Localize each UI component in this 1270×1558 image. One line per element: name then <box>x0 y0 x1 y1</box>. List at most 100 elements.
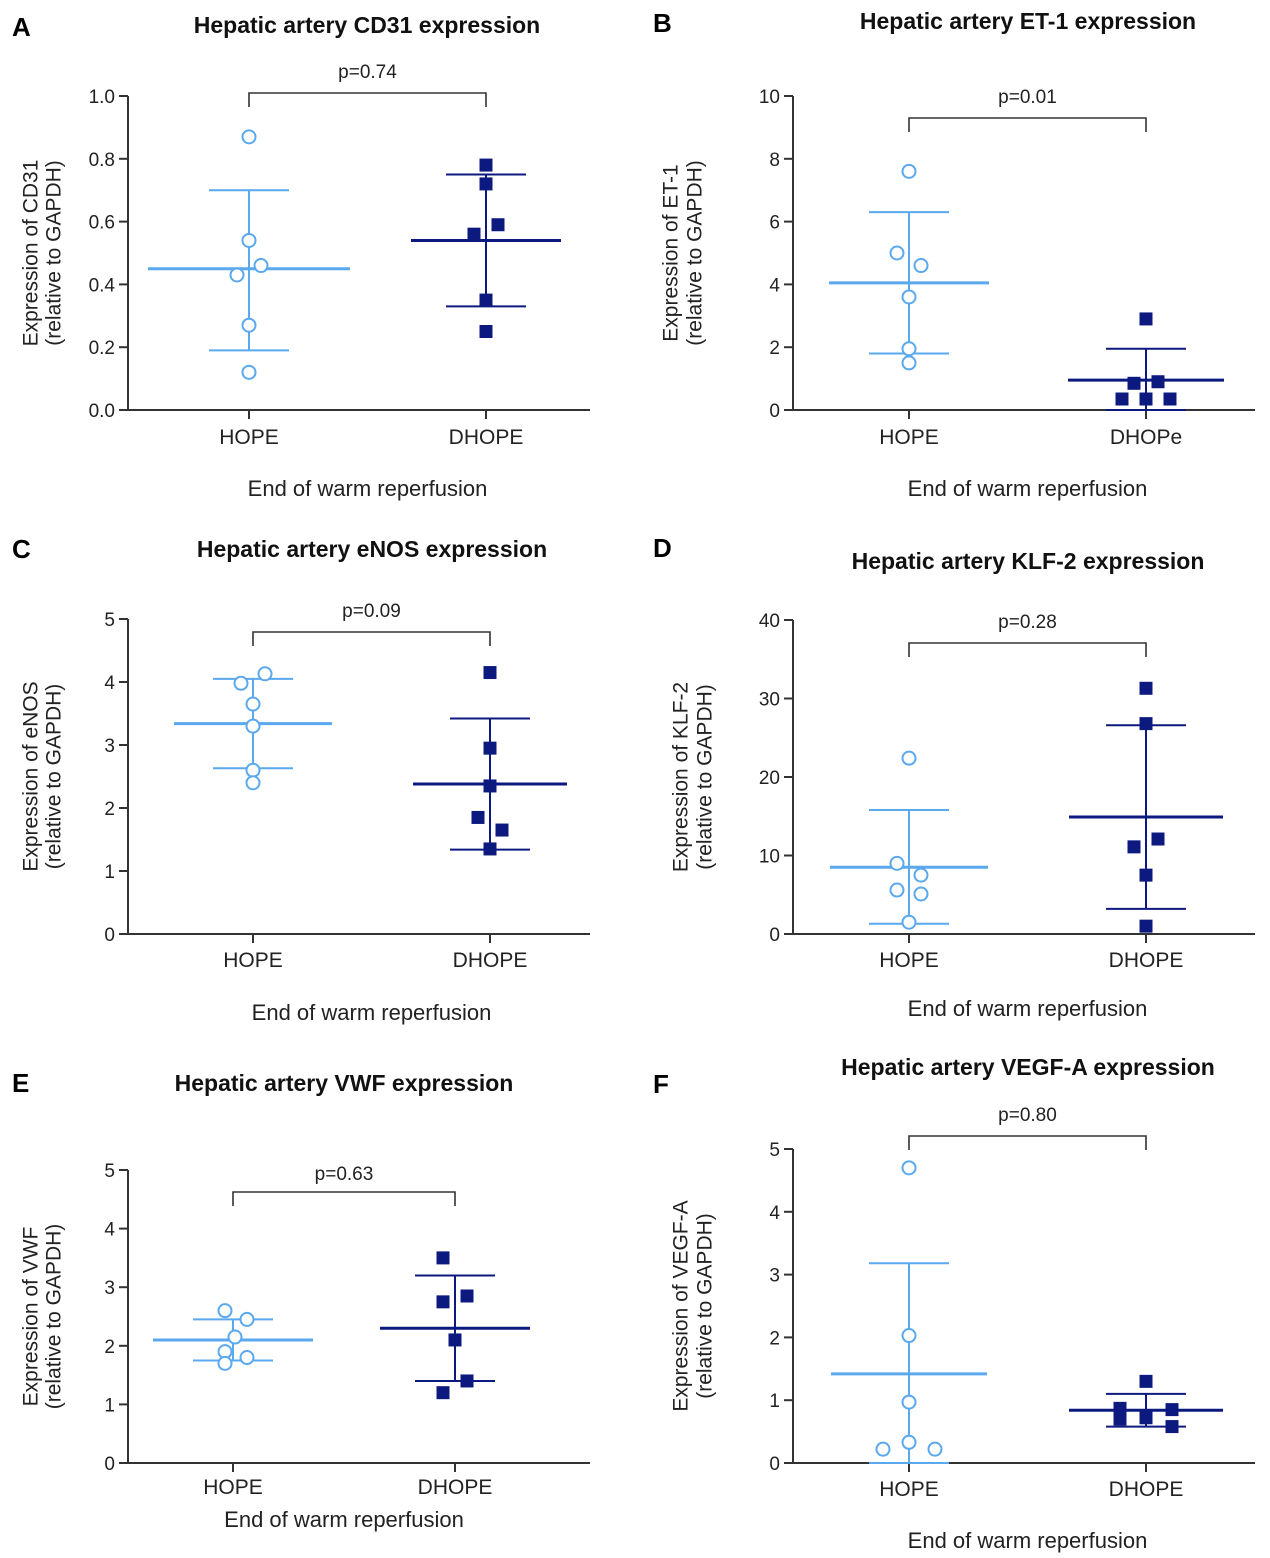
data-point-dhope <box>467 227 481 241</box>
y-tick-label: 5 <box>769 1140 780 1161</box>
series-dhope <box>413 666 567 856</box>
x-tick-label: HOPE <box>879 1478 939 1501</box>
x-tick-label: DHOPE <box>418 1476 493 1499</box>
y-tick-label: 0 <box>769 925 780 946</box>
data-point-hope <box>901 1394 917 1410</box>
data-point-dhope <box>1139 919 1153 933</box>
y-tick-label: 8 <box>769 150 780 171</box>
significance-bracket <box>908 117 1147 132</box>
y-tick-label: 0.6 <box>89 213 115 234</box>
data-point-hope <box>889 245 905 261</box>
y-tick-label: 1.0 <box>89 87 115 108</box>
data-point-dhope <box>483 842 497 856</box>
y-tick-label: 4 <box>104 673 115 694</box>
y-tick-label: 1 <box>104 862 115 883</box>
y-tick-label: 2 <box>104 1337 115 1358</box>
data-point-hope <box>233 675 249 691</box>
y-tick-label: 3 <box>104 736 115 757</box>
series-dhope <box>411 158 561 338</box>
series-dhope <box>1069 681 1223 933</box>
data-point-hope <box>241 232 257 248</box>
y-tick-label: 0 <box>104 1454 115 1475</box>
data-point-dhope <box>1139 1411 1153 1425</box>
data-point-dhope <box>1139 1374 1153 1388</box>
chart-title: Hepatic artery ET-1 expression <box>860 8 1196 34</box>
x-tick-label: DHOPE <box>453 949 528 972</box>
panel-letter: D <box>653 533 672 563</box>
x-tick-label: DHOPE <box>1109 1478 1184 1501</box>
p-value-label: p=0.01 <box>998 87 1057 108</box>
data-point-hope <box>901 750 917 766</box>
y-tick-label: 10 <box>759 847 780 868</box>
data-point-dhope <box>1139 717 1153 731</box>
y-axis-label-unit: (relative to GAPDH) <box>43 1224 66 1410</box>
y-tick-label: 2 <box>104 799 115 820</box>
chart-title: Hepatic artery VWF expression <box>175 1070 514 1096</box>
x-axis-label: End of warm reperfusion <box>248 476 488 501</box>
data-point-dhope <box>495 823 509 837</box>
x-axis-label: End of warm reperfusion <box>908 476 1148 501</box>
data-point-hope <box>889 855 905 871</box>
data-point-hope <box>241 364 257 380</box>
y-tick-label: 1 <box>104 1395 115 1416</box>
chart-title: Hepatic artery KLF-2 expression <box>852 548 1205 574</box>
data-point-dhope <box>483 741 497 755</box>
y-axis-label: Expression of KLF-2 <box>670 682 693 872</box>
data-point-hope <box>913 258 929 274</box>
data-point-hope <box>245 775 261 791</box>
data-point-dhope <box>1165 1420 1179 1434</box>
data-point-hope <box>217 1355 233 1371</box>
data-point-dhope <box>1151 375 1165 389</box>
data-point-hope <box>927 1441 943 1457</box>
data-point-hope <box>901 163 917 179</box>
data-point-dhope <box>479 177 493 191</box>
series-dhope <box>380 1251 530 1400</box>
data-point-dhope <box>436 1251 450 1265</box>
significance-bracket <box>908 642 1147 657</box>
data-point-hope <box>889 882 905 898</box>
chart-title: Hepatic artery VEGF-A expression <box>841 1054 1215 1080</box>
data-point-hope <box>241 317 257 333</box>
series-hope <box>148 129 350 380</box>
significance-bracket <box>252 631 491 646</box>
data-point-dhope <box>471 810 485 824</box>
y-axis-label-unit: (relative to GAPDH) <box>694 1213 717 1399</box>
data-point-dhope <box>1139 681 1153 695</box>
data-point-dhope <box>1139 868 1153 882</box>
data-point-hope <box>239 1350 255 1366</box>
data-point-hope <box>913 867 929 883</box>
y-tick-label: 0 <box>769 1454 780 1475</box>
data-point-hope <box>229 267 245 283</box>
y-tick-label: 0.2 <box>89 338 115 359</box>
series-dhope <box>1068 312 1224 411</box>
series-hope <box>831 1160 987 1464</box>
y-tick-label: 4 <box>769 1203 780 1224</box>
data-point-dhope <box>483 666 497 680</box>
data-point-dhope <box>479 293 493 307</box>
significance-bracket <box>248 92 487 107</box>
y-tick-label: 0 <box>769 401 780 422</box>
data-point-dhope <box>436 1386 450 1400</box>
data-point-dhope <box>1127 840 1141 854</box>
data-point-dhope <box>1115 392 1129 406</box>
data-point-hope <box>913 886 929 902</box>
x-axis-label: End of warm reperfusion <box>224 1507 464 1532</box>
x-tick-label: DHOPE <box>449 426 524 449</box>
series-hope <box>153 1303 313 1371</box>
y-axis-label-unit: (relative to GAPDH) <box>684 160 707 346</box>
panel-letter: F <box>653 1069 669 1099</box>
y-tick-label: 5 <box>104 610 115 631</box>
chart-panel-b: B Hepatic artery ET-1 expression 0 2 4 6 8 10 HO… <box>653 8 1255 501</box>
chart-panel-d: D Hepatic artery KLF-2 expression 0 10 20 30 4… <box>653 533 1255 1021</box>
y-tick-label: 3 <box>769 1266 780 1287</box>
data-point-hope <box>875 1441 891 1457</box>
data-point-dhope <box>483 779 497 793</box>
y-tick-label: 30 <box>759 690 780 711</box>
series-hope <box>174 666 332 791</box>
data-point-hope <box>227 1329 243 1345</box>
data-point-hope <box>901 289 917 305</box>
data-point-hope <box>901 1328 917 1344</box>
y-tick-label: 10 <box>759 87 780 108</box>
p-value-label: p=0.80 <box>998 1105 1057 1126</box>
y-tick-label: 6 <box>769 213 780 234</box>
